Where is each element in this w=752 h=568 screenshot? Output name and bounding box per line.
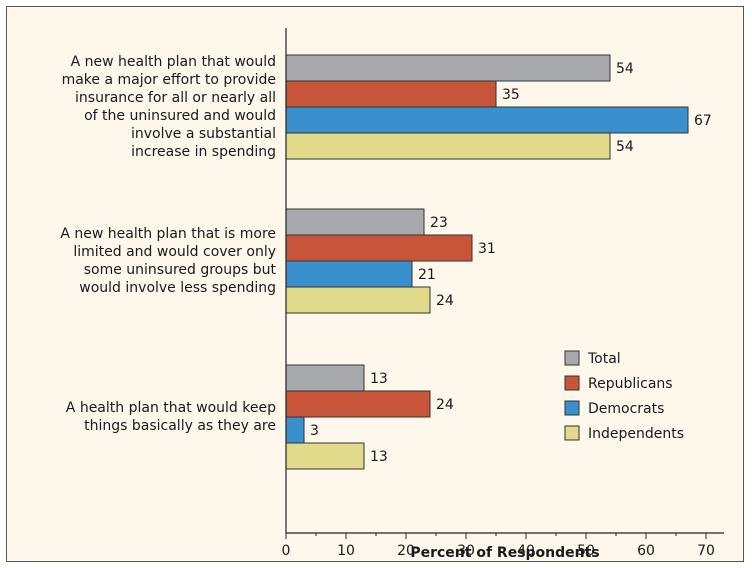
category-label-line: insurance for all or nearly all: [75, 90, 276, 106]
x-tick-label: 0: [282, 543, 291, 559]
legend-swatch-independents: [564, 425, 580, 441]
bar-democrats-1: [285, 260, 413, 288]
legend-label-independents: Independents: [588, 426, 684, 442]
category-label-line: of the uninsured and would: [84, 108, 276, 124]
category-label-line: A health plan that would keep: [66, 400, 276, 416]
legend-swatch-total: [564, 350, 580, 366]
x-tick-label: 20: [397, 543, 415, 559]
x-tick-label: 50: [577, 543, 595, 559]
category-label-line: involve a substantial: [131, 126, 276, 142]
category-label-line: A new health plan that would: [71, 54, 276, 70]
value-label: 35: [502, 87, 520, 103]
x-tick-label: 70: [697, 543, 715, 559]
bar-total-0: [285, 54, 611, 82]
bar-democrats-2: [285, 416, 305, 444]
x-tick-label: 30: [457, 543, 475, 559]
value-label: 13: [370, 371, 388, 387]
legend-swatch-republicans: [564, 375, 580, 391]
legend-label-democrats: Democrats: [588, 401, 664, 417]
legend-swatch-democrats: [564, 400, 580, 416]
category-label-line: A new health plan that is more: [60, 226, 276, 242]
category-label-line: make a major effort to provide: [62, 72, 276, 88]
bar-republicans-2: [285, 390, 431, 418]
bar-independents-0: [285, 132, 611, 160]
bar-republicans-0: [285, 80, 497, 108]
bar-republicans-1: [285, 234, 473, 262]
legend-label-total: Total: [587, 351, 621, 367]
value-label: 67: [694, 113, 712, 129]
category-label-line: things basically as they are: [84, 418, 276, 434]
value-label: 23: [430, 215, 448, 231]
category-label-line: would involve less spending: [79, 280, 276, 296]
bar-independents-1: [285, 286, 431, 314]
x-tick-label: 10: [337, 543, 355, 559]
value-label: 54: [616, 61, 634, 77]
bar-independents-2: [285, 442, 365, 470]
value-label: 24: [436, 397, 454, 413]
value-label: 24: [436, 293, 454, 309]
value-label: 13: [370, 449, 388, 465]
category-label-line: limited and would cover only: [73, 244, 276, 260]
x-axis-title: Percent of Respondents: [410, 545, 599, 561]
value-label: 54: [616, 139, 634, 155]
value-label: 31: [478, 241, 496, 257]
bar-democrats-0: [285, 106, 689, 134]
bar-total-2: [285, 364, 365, 392]
legend-label-republicans: Republicans: [588, 376, 673, 392]
value-label: 21: [418, 267, 436, 283]
value-label: 3: [310, 423, 319, 439]
x-tick-label: 60: [637, 543, 655, 559]
bar-total-1: [285, 208, 425, 236]
x-tick-label: 40: [517, 543, 535, 559]
category-label-line: some uninsured groups but: [84, 262, 277, 278]
category-label-line: increase in spending: [131, 144, 276, 160]
